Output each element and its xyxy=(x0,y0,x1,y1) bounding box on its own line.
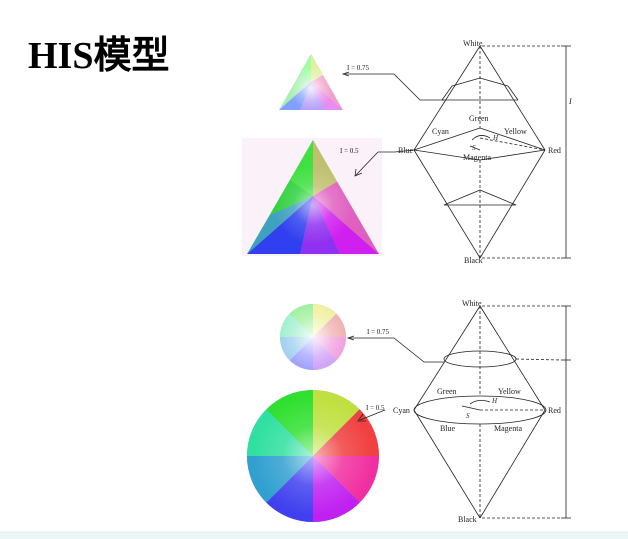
label-cyan-top: Cyan xyxy=(432,127,449,136)
triangle-swatch-05 xyxy=(242,138,382,256)
circle-swatch-05 xyxy=(247,390,379,522)
footer-band xyxy=(0,531,628,539)
circle-swatch-075 xyxy=(280,304,346,370)
label-i05-top: I = 0.5 xyxy=(340,147,359,155)
label-blue-top: Blue xyxy=(398,146,414,155)
label-i075-bottom: I = 0.75 xyxy=(367,328,390,336)
slide-title: HIS模型 xyxy=(28,35,170,77)
label-h-bottom: H xyxy=(491,397,498,405)
label-red-bottom: Red xyxy=(548,406,561,415)
label-blue-bottom: Blue xyxy=(440,424,456,433)
label-h-top: H xyxy=(492,134,499,142)
label-cyan-bottom: Cyan xyxy=(393,406,410,415)
double-pyramid xyxy=(341,45,571,259)
label-white-top: White xyxy=(463,39,483,48)
label-i-axis: I xyxy=(568,97,572,106)
label-yellow-top: Yellow xyxy=(504,127,527,136)
label-red-top: Red xyxy=(548,146,561,155)
label-magenta-bottom: Magenta xyxy=(494,424,522,433)
label-black-top: Black xyxy=(464,256,483,265)
label-yellow-bottom: Yellow xyxy=(498,387,521,396)
label-i05-bottom: I = 0.5 xyxy=(366,404,385,412)
label-magenta-top: Magenta xyxy=(463,153,491,162)
label-s-top: S xyxy=(472,144,476,152)
label-green-bottom: Green xyxy=(437,387,457,396)
label-white-bottom: White xyxy=(462,299,482,308)
label-green-top: Green xyxy=(469,114,489,123)
triangle-swatch-075 xyxy=(279,54,343,110)
label-s-bottom: S xyxy=(466,412,470,420)
double-cone xyxy=(346,305,571,519)
label-i075-top: I = 0.75 xyxy=(347,64,370,72)
label-black-bottom: Black xyxy=(458,515,477,524)
